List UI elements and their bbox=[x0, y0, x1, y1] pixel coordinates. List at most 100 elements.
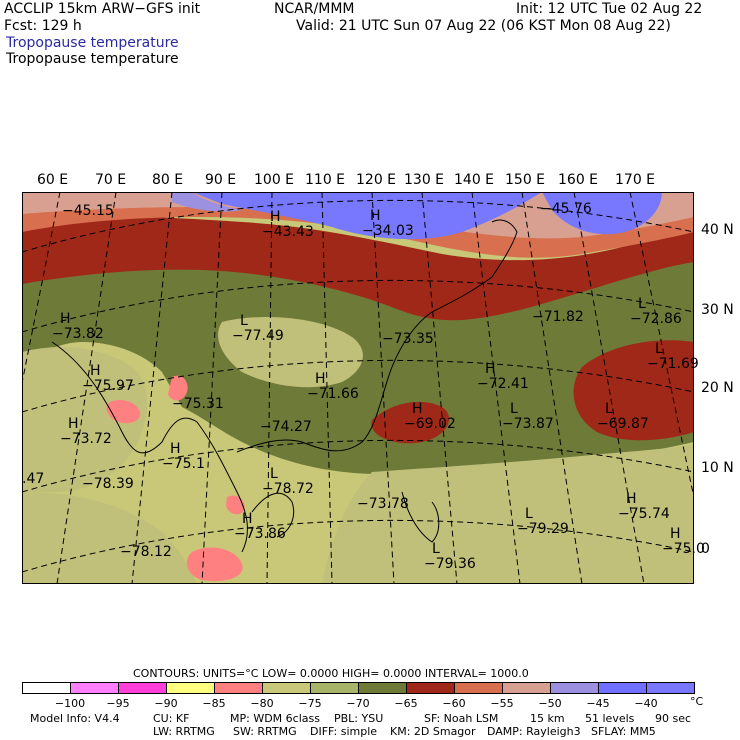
colorbar bbox=[22, 682, 695, 694]
footer-diff: DIFF: simple bbox=[310, 725, 378, 738]
annotation-letter: L bbox=[525, 506, 533, 522]
footer-km: KM: 2D Smagor bbox=[390, 725, 476, 738]
coastline bbox=[51, 341, 248, 553]
footer-sf: SF: Noah LSM bbox=[424, 712, 499, 725]
map-annotation: H −34.03 bbox=[362, 209, 414, 239]
colorbar-swatch bbox=[214, 682, 263, 694]
annotation-value: −73.72 bbox=[60, 431, 112, 447]
lon-line bbox=[266, 192, 273, 584]
map-annotation: −71.82 bbox=[532, 310, 584, 325]
annotation-letter: H bbox=[485, 361, 496, 377]
lon-label: 160 E bbox=[558, 172, 599, 188]
lat-label: 30 N bbox=[701, 302, 734, 318]
annotation-value: −45.76 bbox=[540, 201, 592, 217]
contours-info: CONTOURS: UNITS=°C LOW= 0.0000 HIGH= 0.0… bbox=[133, 667, 529, 680]
annotation-value: −79.29 bbox=[517, 521, 569, 537]
annotation-letter: H bbox=[242, 511, 253, 527]
lat-label: 40 N bbox=[701, 222, 734, 238]
lon-line bbox=[521, 192, 583, 584]
map-annotation: L −77.49 bbox=[232, 314, 284, 344]
shade-lavender bbox=[172, 192, 242, 212]
map-annotation: L −79.36 bbox=[424, 542, 476, 572]
footer-sw: SW: RRTMG bbox=[233, 725, 297, 738]
annotation-value: −69.87 bbox=[597, 416, 649, 432]
colorbar-tick-label: −45 bbox=[586, 697, 610, 710]
annotation-value: −73.78 bbox=[357, 496, 409, 512]
shade-light-khaki bbox=[22, 347, 147, 492]
lat-line bbox=[22, 279, 694, 333]
map-border bbox=[22, 192, 694, 584]
coastline bbox=[251, 492, 295, 538]
annotation-value: −71.82 bbox=[532, 309, 584, 325]
colorbar-tick-label: −50 bbox=[538, 697, 562, 710]
colorbar-tick-label: −95 bbox=[106, 697, 130, 710]
model-title: ACCLIP 15km ARW−GFS init bbox=[4, 1, 201, 17]
valid-time: Valid: 21 UTC Sun 07 Aug 22 (06 KST Mon … bbox=[296, 18, 671, 34]
annotation-letter: H bbox=[670, 526, 681, 542]
coastline bbox=[236, 311, 433, 453]
colorbar-swatch bbox=[310, 682, 359, 694]
shade-pink-spot bbox=[186, 547, 243, 582]
shade-light-khaki bbox=[218, 317, 363, 388]
annotation-value: −78.39 bbox=[82, 476, 134, 492]
annotation-value: −75.0 bbox=[662, 541, 705, 557]
annotation-value: −72.86 bbox=[630, 311, 682, 327]
footer-levels: 51 levels bbox=[585, 712, 635, 725]
annotation-value: −73.82 bbox=[52, 326, 104, 342]
shade-light-khaki bbox=[322, 444, 694, 584]
annotation-value: −71.66 bbox=[307, 386, 359, 402]
lon-label: 60 E bbox=[37, 172, 69, 188]
map-annotation: L −73.87 bbox=[502, 402, 554, 432]
colorbar-tick-label: −90 bbox=[154, 697, 178, 710]
shade-pink-spot bbox=[226, 495, 245, 515]
shade-dark-red bbox=[22, 216, 694, 321]
annotation-value: −73.86 bbox=[234, 526, 286, 542]
colorbar-swatch bbox=[598, 682, 647, 694]
colorbar-tick-label: −55 bbox=[490, 697, 514, 710]
colorbar-tick-label: −100 bbox=[54, 697, 86, 710]
lon-label: 130 E bbox=[404, 172, 445, 188]
annotation-letter: H bbox=[68, 416, 79, 432]
lon-line bbox=[421, 192, 458, 584]
footer-res: 15 km bbox=[530, 712, 565, 725]
lon-label: 100 E bbox=[254, 172, 295, 188]
annotation-value: −77.49 bbox=[232, 328, 284, 344]
shade-pink-spot bbox=[168, 375, 188, 401]
annotation-value: −73.87 bbox=[502, 416, 554, 432]
map-annotation: −73.35 bbox=[382, 332, 434, 347]
annotation-letter: L bbox=[655, 341, 663, 357]
annotation-letter: L bbox=[605, 401, 613, 417]
lon-label: 120 E bbox=[356, 172, 397, 188]
annotation-value: −71.69 bbox=[647, 356, 699, 372]
colorbar-tick-label: −75 bbox=[298, 697, 322, 710]
annotation-value: −34.03 bbox=[362, 223, 414, 239]
lat-line bbox=[22, 359, 694, 413]
map-annotation: H −75.97 bbox=[82, 364, 134, 394]
map-annotation: −73.78 bbox=[357, 497, 409, 512]
map-shading bbox=[22, 192, 694, 584]
map-annotation: −45.76 bbox=[540, 202, 592, 217]
annotation-value: −75.31 bbox=[172, 396, 224, 412]
colorbar-swatch bbox=[454, 682, 503, 694]
lon-line bbox=[573, 192, 645, 584]
annotation-letter: H bbox=[170, 441, 181, 457]
lon-label: 140 E bbox=[454, 172, 495, 188]
colorbar-swatch bbox=[262, 682, 311, 694]
center-label: NCAR/MMM bbox=[274, 1, 355, 17]
map-annotation: −78.12 bbox=[120, 545, 172, 560]
lon-label: 90 E bbox=[205, 172, 237, 188]
map-annotation: H −75.74 bbox=[618, 492, 670, 522]
map-annotation: L −71.69 bbox=[647, 342, 699, 372]
map-annotation: H −73.86 bbox=[234, 512, 286, 542]
annotation-value: −69.02 bbox=[404, 416, 456, 432]
lon-line bbox=[629, 192, 694, 501]
colorbar-unit: °C bbox=[690, 695, 704, 708]
colorbar-tick-label: −40 bbox=[634, 697, 658, 710]
annotation-value: −74.27 bbox=[260, 419, 312, 435]
lon-line bbox=[371, 192, 395, 584]
lon-line bbox=[471, 192, 521, 584]
colorbar-tick-label: −60 bbox=[442, 697, 466, 710]
footer-pbl: PBL: YSU bbox=[334, 712, 384, 725]
colorbar-swatch bbox=[166, 682, 215, 694]
map-annotation: H −73.72 bbox=[60, 417, 112, 447]
